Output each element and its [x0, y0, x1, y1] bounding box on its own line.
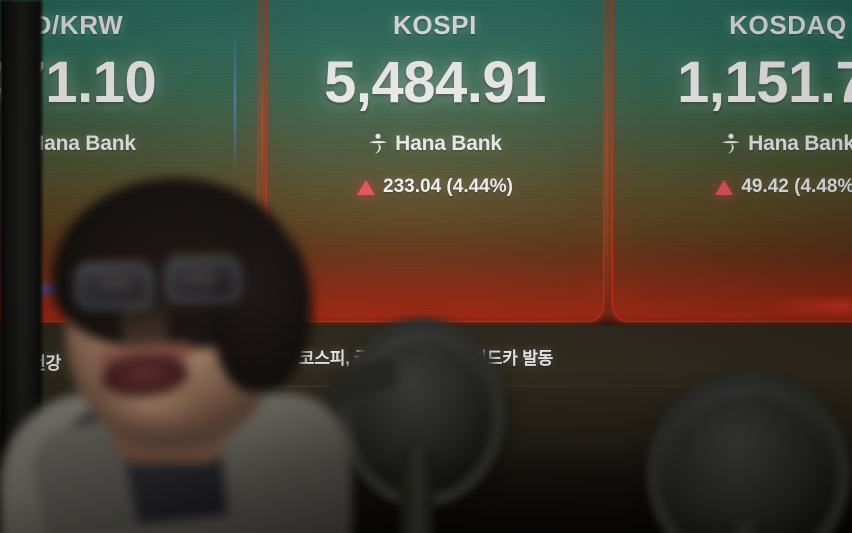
- quote-value-kosdaq: 1,151.70: [677, 50, 852, 115]
- board-panel-divider-line: [606, 0, 608, 300]
- quote-change-label-kospi: 233.04 (4.44%): [383, 176, 513, 197]
- quote-change-label-kosdaq: 49.42 (4.48%): [741, 176, 852, 197]
- eyeglasses-lens-right: [166, 258, 240, 302]
- triangle-up-icon: [715, 179, 734, 195]
- quote-name-kosdaq: KOSDAQ: [729, 10, 847, 40]
- chair-post: [400, 448, 434, 533]
- chair-backrest: [646, 372, 851, 533]
- quote-name-kospi: KOSPI: [393, 10, 477, 40]
- person-hair-side: [214, 224, 312, 392]
- quote-change-kosdaq: 49.42 (4.48%): [613, 176, 852, 198]
- board-blue-indicator-line: [234, 26, 236, 176]
- quote-brand-kospi: Hana Bank: [267, 132, 603, 156]
- board-red-indicator-line: [261, 62, 263, 184]
- quote-brand-label-kospi: Hana Bank: [395, 132, 502, 155]
- quote-value-kospi: 5,484.91: [324, 50, 546, 115]
- background-red-monitor-glow: [766, 300, 852, 312]
- hana-bank-figure-logo: [722, 133, 741, 154]
- quote-brand-kosdaq: Hana Bank: [613, 132, 852, 156]
- quote-card-kosdaq: KOSDAQ 1,151.70 Hana Bank 49.42 (4.48%): [612, 0, 852, 322]
- hana-bank-figure-logo: [369, 133, 388, 154]
- quote-brand-label-kosdaq: Hana Bank: [748, 132, 852, 155]
- triangle-up-icon: [357, 179, 376, 195]
- chair-post: [724, 522, 766, 533]
- quote-brand-label-usdkrw: Hana Bank: [29, 132, 136, 155]
- foreground-person-blurred: [0, 178, 366, 533]
- office-chair-right: [636, 372, 852, 533]
